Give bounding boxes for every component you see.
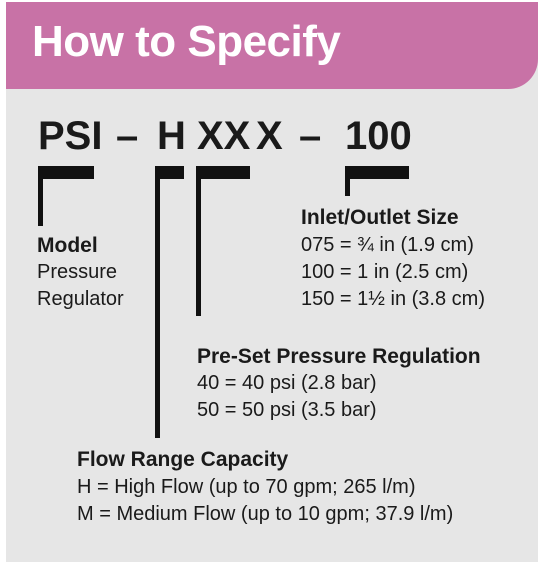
model-line: Pressure: [37, 261, 118, 283]
flow-bracket-top: [155, 166, 184, 179]
model-heading: Model: [37, 234, 98, 257]
model-bracket-top: [38, 166, 94, 179]
spec-card: [6, 2, 538, 562]
code-default-size: 100: [345, 114, 412, 158]
inlet-option: 075 = ¾ in (1.9 cm): [301, 234, 474, 256]
size-bracket-stem: [345, 166, 350, 196]
pressure-bracket-top: [196, 166, 250, 179]
header-banner: How to Specify: [6, 2, 538, 89]
pressure-bracket-stem: [196, 166, 201, 316]
model-line: Regulator: [37, 288, 124, 310]
flow-heading: Flow Range Capacity: [77, 448, 289, 471]
pressure-option: 50 = 50 psi (3.5 bar): [197, 399, 377, 421]
code-pressure: XX: [197, 114, 251, 158]
inlet-option: 150 = 1½ in (3.8 cm): [301, 288, 485, 310]
code-flow: H: [157, 114, 186, 158]
page-title: How to Specify: [32, 17, 341, 66]
inlet-option: 100 = 1 in (2.5 cm): [301, 261, 469, 283]
model-bracket-stem: [38, 166, 43, 226]
flow-option: H = High Flow (up to 70 gpm; 265 l/m): [77, 476, 416, 498]
flow-option: M = Medium Flow (up to 10 gpm; 37.9 l/m): [77, 503, 454, 525]
code-size: X: [256, 114, 283, 158]
code-dash-1: –: [116, 114, 139, 158]
flow-bracket-stem: [155, 166, 160, 438]
size-bracket-top: [345, 166, 409, 179]
code-prefix: PSI: [38, 114, 103, 158]
inlet-heading: Inlet/Outlet Size: [301, 206, 459, 229]
code-dash-2: –: [299, 114, 322, 158]
pressure-option: 40 = 40 psi (2.8 bar): [197, 372, 377, 394]
pressure-heading: Pre-Set Pressure Regulation: [197, 345, 481, 368]
